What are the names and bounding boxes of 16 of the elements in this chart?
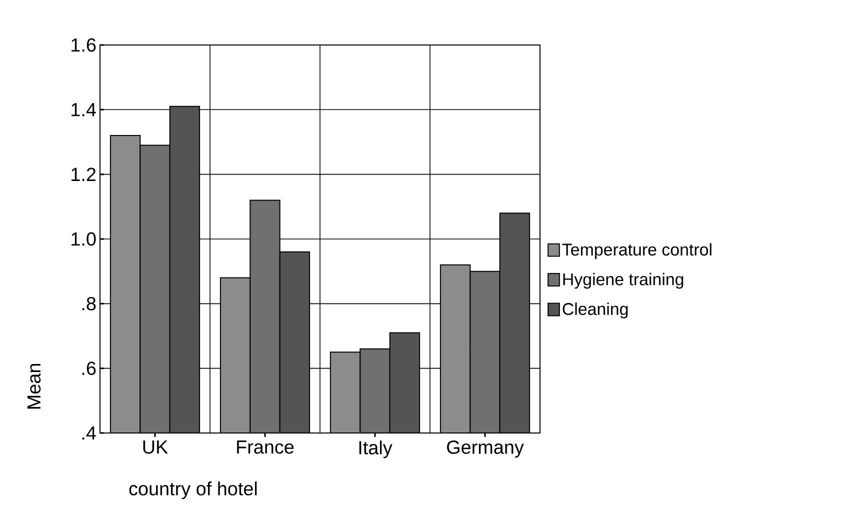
y-tick-label: 1.4 <box>72 103 96 116</box>
x-tick-label: Italy <box>359 440 392 458</box>
legend-label: Cleaning <box>562 302 628 318</box>
x-tick-label: UK <box>143 440 168 454</box>
x-tick-label: Germany <box>447 440 524 458</box>
y-tick-label: 1.6 <box>72 38 96 52</box>
legend-label: Temperature control <box>562 243 712 259</box>
legend-label: Hygiene training <box>563 272 684 289</box>
x-axis-title: country of hotel <box>129 482 257 500</box>
x-tick-label: France <box>237 440 294 454</box>
y-tick-label: 1.0 <box>72 232 96 246</box>
y-tick-label: .8 <box>82 296 96 310</box>
y-tick-label: .4 <box>82 426 96 440</box>
y-axis-title: Mean <box>27 364 41 409</box>
y-tick-label: .6 <box>82 362 96 376</box>
y-tick-label: 1.2 <box>72 168 96 181</box>
